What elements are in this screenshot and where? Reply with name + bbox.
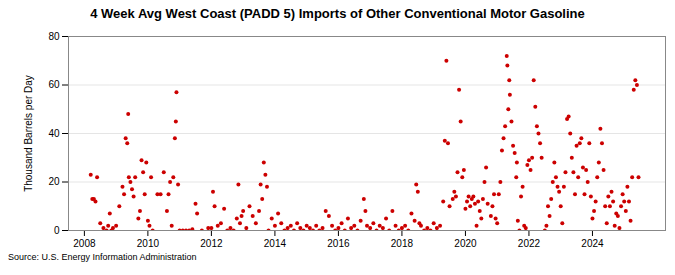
svg-text:2018: 2018 — [391, 238, 414, 249]
html-text:4 Week Avg West Coast (PADD 5): 4 Week Avg West Coast (PADD 5) Imports o… — [90, 6, 585, 21]
svg-text:20: 20 — [48, 176, 60, 187]
svg-text:0: 0 — [54, 225, 60, 236]
svg-text:2012: 2012 — [200, 238, 223, 249]
svg-text:80: 80 — [48, 31, 60, 42]
svg-text:Thousand Barrels per Day: Thousand Barrels per Day — [23, 75, 34, 192]
svg-text:2024: 2024 — [581, 238, 604, 249]
svg-text:2008: 2008 — [73, 238, 96, 249]
svg-text:2020: 2020 — [454, 238, 477, 249]
svg-text:2014: 2014 — [264, 238, 287, 249]
svg-text:2010: 2010 — [137, 238, 160, 249]
svg-text:60: 60 — [48, 79, 60, 90]
svg-text:2022: 2022 — [518, 238, 541, 249]
html-text:Source: U.S. Energy Informatio: Source: U.S. Energy Information Administ… — [8, 252, 197, 262]
svg-text:40: 40 — [48, 128, 60, 139]
svg-text:2016: 2016 — [327, 238, 350, 249]
